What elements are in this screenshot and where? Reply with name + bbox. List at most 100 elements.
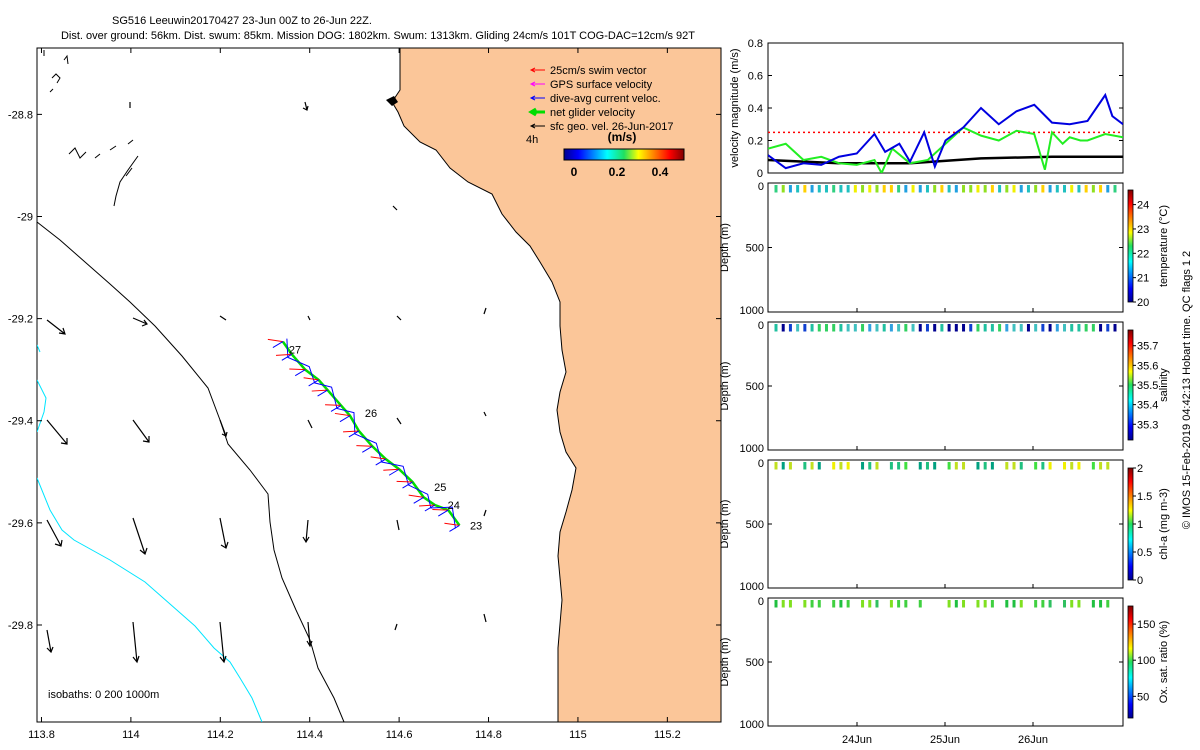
profile-marker — [817, 324, 821, 327]
profile-marker — [846, 185, 850, 188]
profile-marker — [1077, 462, 1081, 465]
profile-marker — [1012, 190, 1016, 193]
profile-marker — [1005, 605, 1009, 608]
profile-marker — [1005, 326, 1009, 329]
colorbar-tick-label: 1 — [1137, 519, 1143, 531]
profile-marker — [1041, 324, 1045, 327]
profile-marker — [882, 187, 886, 190]
profile-marker — [1034, 329, 1038, 332]
profile-marker — [839, 326, 843, 329]
profile-marker — [947, 326, 951, 329]
profile-marker — [788, 187, 792, 190]
profile-marker — [824, 190, 828, 193]
profile-marker — [998, 326, 1002, 329]
profile-marker — [875, 464, 879, 467]
profile-marker — [868, 187, 872, 190]
profile-marker — [962, 464, 966, 467]
profile-marker — [832, 187, 836, 190]
profile-marker — [1055, 187, 1059, 190]
figure-title-line2: Dist. over ground: 56km. Dist. swum: 85k… — [61, 30, 695, 42]
profile-marker — [925, 462, 929, 465]
profile-marker — [904, 467, 908, 470]
profile-marker — [1034, 602, 1038, 605]
profile-marker — [1034, 185, 1038, 188]
velocity-y-tick-label: 0 — [757, 168, 763, 180]
colorbar-tick-label: 100 — [1137, 655, 1155, 667]
profile-marker — [1048, 602, 1052, 605]
profile-marker — [904, 462, 908, 465]
profile-marker — [1034, 467, 1038, 470]
profile-marker — [1099, 600, 1103, 603]
profile-marker — [1048, 605, 1052, 608]
profile-marker — [781, 324, 785, 327]
profile-marker — [940, 326, 944, 329]
profile-marker — [846, 467, 850, 470]
colorbar-tick-label: 1.5 — [1137, 491, 1152, 503]
profile-marker — [1005, 187, 1009, 190]
profile-marker — [933, 464, 937, 467]
profile-marker — [1019, 600, 1023, 603]
geo-velocity-arrows — [46, 101, 487, 664]
velocity-ylabel: velocity magnitude (m/s) — [729, 48, 741, 167]
profile-marker — [947, 190, 951, 193]
profile-marker — [1070, 464, 1074, 467]
profile-marker — [940, 187, 944, 190]
dac-vector — [413, 496, 424, 504]
legend-geo-arrow — [529, 123, 545, 129]
profile-marker — [1012, 185, 1016, 188]
profile-marker — [1091, 185, 1095, 188]
profile-marker — [954, 326, 958, 329]
profile-marker — [832, 605, 836, 608]
profile-marker — [1005, 602, 1009, 605]
profile-marker — [1019, 462, 1023, 465]
isobath-1000m-cyan — [37, 344, 263, 722]
profile-marker — [839, 329, 843, 332]
profile-marker — [810, 185, 814, 188]
profile-marker — [904, 324, 908, 327]
profile-marker — [832, 185, 836, 188]
profile-marker — [832, 324, 836, 327]
profile-marker — [781, 605, 785, 608]
land-mass — [391, 48, 721, 722]
profile-ylabel: Depth (m) — [719, 638, 731, 687]
profile-marker — [954, 467, 958, 470]
profile-marker — [861, 602, 865, 605]
profile-marker — [803, 187, 807, 190]
swim-vector — [370, 456, 386, 460]
profile-marker — [1048, 467, 1052, 470]
profile-marker — [861, 600, 865, 603]
profile-marker — [1063, 602, 1067, 605]
dac-vector — [317, 389, 328, 397]
profile-marker — [861, 329, 865, 332]
dac-vector — [402, 481, 413, 489]
profile-marker — [868, 462, 872, 465]
swim-vector — [396, 480, 413, 483]
profile-marker — [853, 190, 857, 193]
profile-marker — [846, 602, 850, 605]
profile-marker — [875, 600, 879, 603]
profile-marker — [788, 329, 792, 332]
velocity-series-blue — [768, 92, 1123, 170]
profile-marker — [1099, 602, 1103, 605]
profile-markers — [774, 324, 1117, 332]
profile-markers — [774, 462, 1110, 470]
profile-marker — [1091, 190, 1095, 193]
profile-marker — [788, 326, 792, 329]
profile-marker — [810, 190, 814, 193]
map-x-tick-label: 114.8 — [475, 729, 502, 741]
colorbar-tick-label: 22 — [1137, 248, 1149, 260]
profile-marker — [875, 602, 879, 605]
profile-marker — [983, 185, 987, 188]
profile-marker — [962, 462, 966, 465]
profile-marker — [861, 326, 865, 329]
map-x-tick-label: 114.6 — [386, 729, 413, 741]
profile-marker — [1084, 326, 1088, 329]
profile-marker — [954, 605, 958, 608]
profile-marker — [817, 326, 821, 329]
profile-marker — [904, 329, 908, 332]
profile-marker — [882, 185, 886, 188]
profile-marker — [774, 467, 778, 470]
profile-marker — [983, 464, 987, 467]
profile-marker — [1034, 605, 1038, 608]
